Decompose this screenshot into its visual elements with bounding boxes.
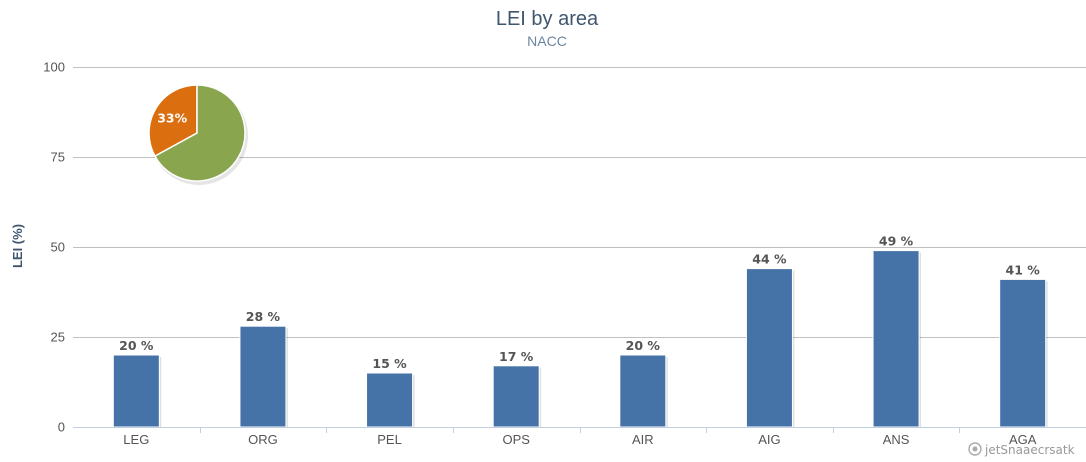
bar [366,372,414,428]
y-axis-ticks: 0 25 50 75 100 [43,60,65,435]
chart-subtitle: NACC [527,33,567,49]
x-tick-label: PEL [377,432,402,447]
bar-data-label: 15 % [372,356,407,371]
x-axis: LEG ORG PEL OPS AIR AIG ANS AGA [73,427,1086,447]
bar-data-label: 41 % [1006,262,1041,277]
x-tick-label: ANS [883,432,910,447]
bar-series: 20 % 28 % 15 % 17 % 20 % 44 % 49 % 41 % [112,234,1048,428]
bar-data-label: 20 % [119,338,154,353]
y-axis-label: LEI (%) [10,224,25,268]
chart-title: LEI by area [496,8,599,30]
pie-slice-label: 33% [157,110,187,125]
pie-slice [153,84,246,182]
x-tick-label: LEG [123,432,149,447]
bar [999,278,1047,428]
bar-data-label: 20 % [626,338,661,353]
y-tick-label: 25 [51,330,65,345]
bar-data-label: 49 % [879,234,914,249]
y-tick-label: 75 [51,150,65,165]
bar [112,354,160,428]
x-tick-label: OPS [502,432,530,447]
x-tick-label: AIR [632,432,654,447]
bar [239,325,287,428]
x-tick-label: ORG [248,432,278,447]
bar [492,365,540,428]
bar [619,354,667,428]
credits-text: jetSnaaecrsatk [984,443,1075,457]
y-tick-label: 100 [43,60,65,75]
y-tick-label: 50 [51,240,65,255]
x-tick-label: AGA [1009,432,1037,447]
bar-data-label: 17 % [499,349,534,364]
x-tick-label: AIG [758,432,780,447]
pie-chart: 33% [148,84,248,185]
y-tick-label: 0 [58,420,65,435]
credits-watermark: jetSnaaecrsatk [968,442,1075,457]
bar-data-label: 44 % [752,252,787,267]
pie-slice [148,84,198,158]
bar [745,268,793,428]
bar-data-label: 28 % [246,309,281,324]
bar [872,250,920,428]
credits-icon [968,442,982,456]
